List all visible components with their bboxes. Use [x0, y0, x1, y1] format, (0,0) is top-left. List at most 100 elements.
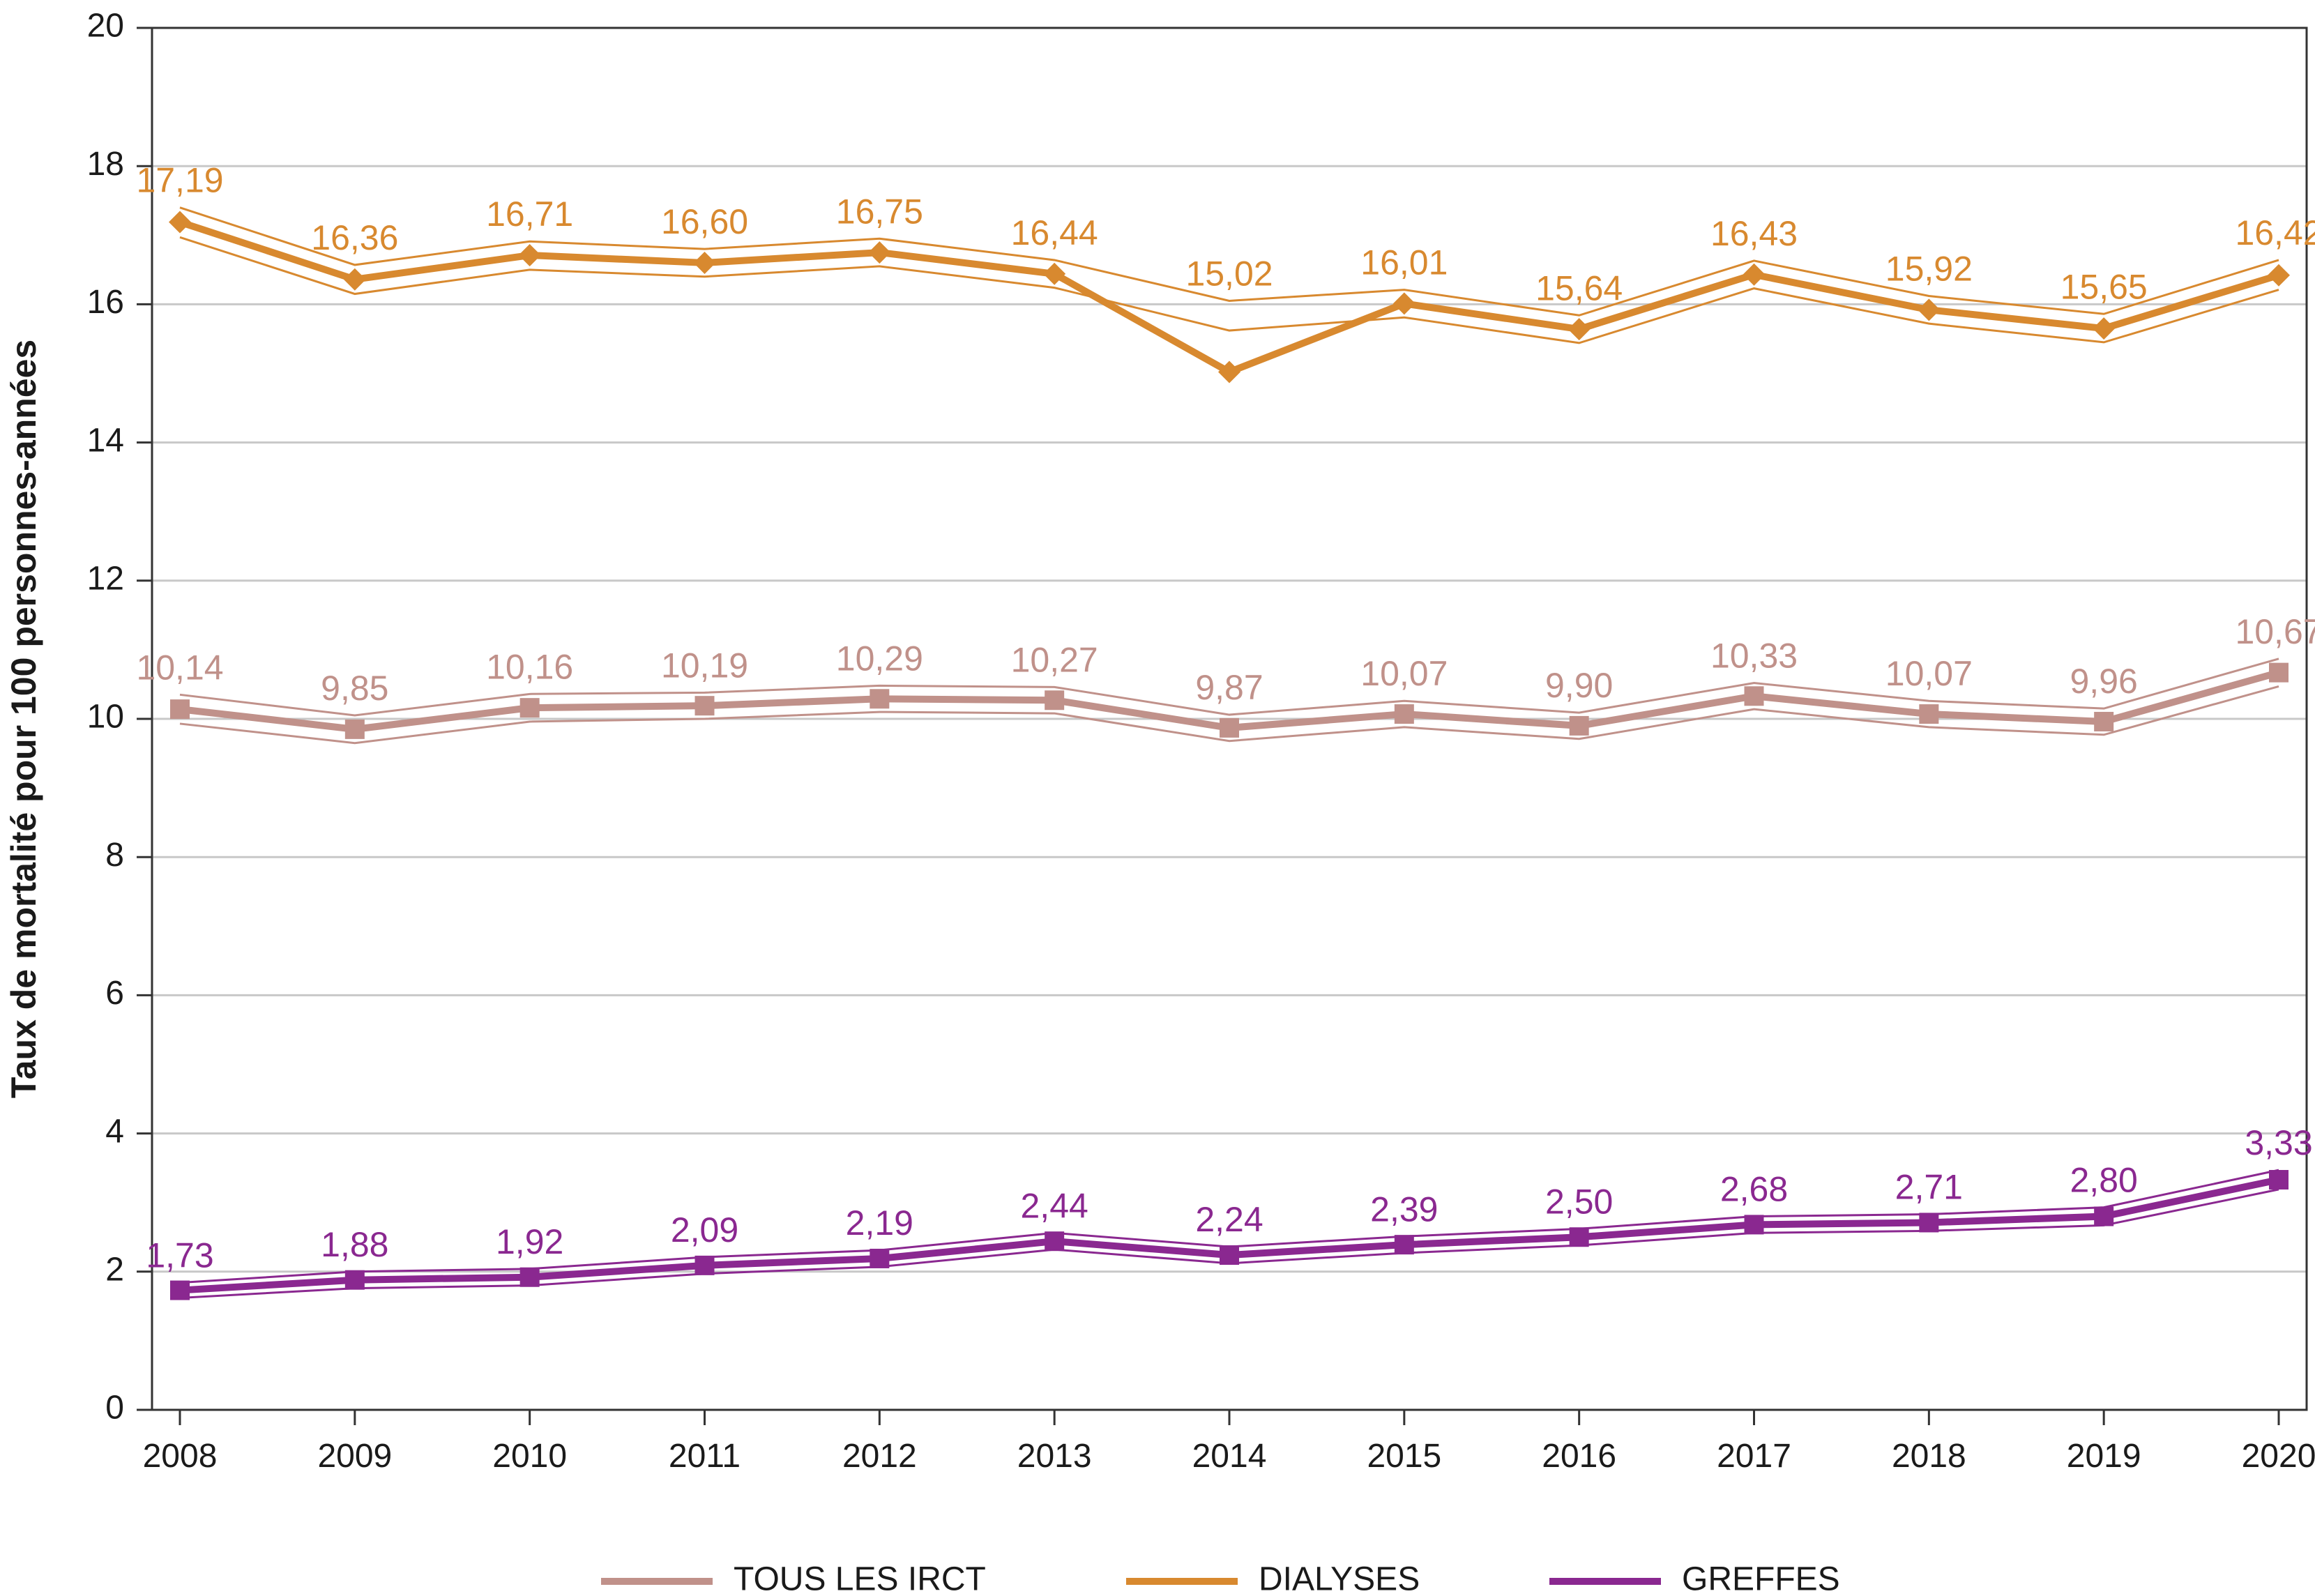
- x-tick-label: 2018: [1892, 1438, 1966, 1475]
- data-point: [693, 251, 716, 274]
- data-point: [2094, 1206, 2114, 1226]
- ci-upper-line: [179, 206, 2279, 317]
- data-label: 2,68: [1720, 1170, 1788, 1209]
- data-label: 15,65: [2060, 267, 2148, 306]
- data-point: [344, 1270, 365, 1290]
- x-tick-label: 2016: [1542, 1438, 1616, 1475]
- y-tick-label: 2: [105, 1251, 124, 1288]
- data-point: [1918, 298, 1941, 321]
- x-tick-label: 2020: [2242, 1438, 2315, 1475]
- data-label: 1,73: [146, 1236, 213, 1275]
- data-point: [1744, 1215, 1764, 1235]
- data-point: [1919, 1213, 1939, 1233]
- data-label: 17,19: [136, 161, 223, 200]
- data-label: 10,07: [1885, 654, 1973, 693]
- data-labels: 10,14 9,85 10,16 10,19 10,29 10,27 9,87 10,07 9,…: [136, 161, 2315, 1275]
- data-label: 2,50: [1545, 1182, 1613, 1221]
- data-label: 10,14: [136, 648, 223, 687]
- data-label: 10,19: [661, 646, 748, 685]
- legend-label: TOUS LES IRCT: [734, 1561, 986, 1596]
- data-point: [1392, 292, 1415, 315]
- data-point: [2093, 317, 2116, 340]
- y-tick-label: 18: [87, 146, 124, 183]
- series-tous-les-irct: [170, 658, 2289, 745]
- data-point: [694, 1255, 715, 1275]
- data-label: 16,71: [486, 195, 573, 234]
- legend: TOUS LES IRCT DIALYSES GREFFES: [601, 1561, 1840, 1596]
- x-tick-label: 2017: [1717, 1438, 1791, 1475]
- data-point: [870, 1248, 890, 1268]
- data-point: [170, 699, 190, 720]
- data-label: 10,67: [2235, 612, 2315, 651]
- data-label: 2,39: [1370, 1190, 1438, 1229]
- ci-lower-line: [179, 236, 2279, 344]
- x-tick-label: 2009: [317, 1438, 392, 1475]
- data-label: 9,85: [321, 669, 388, 708]
- data-point: [1919, 704, 1939, 724]
- x-axis-ticks: 2008 2009 2010 2011 2012 2013 2014 2015 2016 2017…: [143, 1410, 2315, 1475]
- y-tick-label: 8: [105, 837, 124, 874]
- data-point: [519, 1267, 540, 1287]
- legend-label: GREFFES: [1682, 1561, 1840, 1596]
- x-tick-label: 2013: [1017, 1438, 1092, 1475]
- legend-item: DIALYSES: [1126, 1561, 1420, 1596]
- x-tick-label: 2011: [669, 1438, 741, 1475]
- data-label: 16,01: [1360, 243, 1448, 282]
- legend-item: TOUS LES IRCT: [601, 1561, 986, 1596]
- data-label: 2,09: [671, 1210, 738, 1249]
- data-label: 1,88: [321, 1225, 388, 1264]
- data-label: 10,29: [836, 639, 923, 678]
- x-tick-label: 2015: [1367, 1438, 1441, 1475]
- x-tick-label: 2019: [2067, 1438, 2141, 1475]
- data-label: 1,92: [496, 1222, 563, 1261]
- data-point: [1045, 690, 1065, 710]
- y-tick-label: 12: [87, 560, 124, 597]
- data-label: 10,33: [1710, 636, 1798, 675]
- y-tick-label: 10: [87, 699, 124, 736]
- data-label: 16,42: [2235, 213, 2315, 252]
- data-label: 16,75: [836, 192, 923, 231]
- data-label: 9,87: [1195, 668, 1263, 707]
- data-point: [344, 719, 365, 739]
- data-label: 15,02: [1185, 254, 1273, 293]
- x-tick-label: 2012: [842, 1438, 917, 1475]
- data-point: [1568, 318, 1591, 341]
- data-label: 2,80: [2070, 1161, 2138, 1200]
- data-point: [1220, 1245, 1239, 1266]
- data-point: [870, 689, 890, 709]
- x-tick-label: 2014: [1192, 1438, 1267, 1475]
- series-dialyses: [169, 206, 2290, 383]
- data-label: 16,60: [661, 202, 748, 241]
- data-label: 2,44: [1021, 1186, 1088, 1225]
- data-label: 15,64: [1535, 268, 1623, 307]
- ci-lower-line: [179, 685, 2279, 745]
- y-axis-ticks: 0 2 4 6 8 10 12 14 16 18 20: [87, 8, 152, 1427]
- series-greffes: [170, 1169, 2289, 1300]
- legend-item: GREFFES: [1549, 1561, 1840, 1596]
- y-tick-label: 14: [87, 422, 124, 459]
- data-point: [1394, 704, 1414, 724]
- data-point: [1045, 1231, 1065, 1252]
- data-label: 15,92: [1885, 250, 1973, 289]
- x-tick-label: 2010: [492, 1438, 567, 1475]
- y-tick-label: 4: [105, 1113, 124, 1150]
- data-point: [2268, 264, 2290, 287]
- data-point: [1220, 717, 1239, 738]
- series-lines: [169, 206, 2290, 1300]
- data-label: 2,71: [1895, 1168, 1963, 1207]
- y-axis-label: Taux de mortalité pour 100 personnes-ann…: [4, 340, 43, 1098]
- data-point: [694, 696, 715, 716]
- data-point: [170, 1280, 190, 1300]
- data-label: 10,27: [1011, 640, 1098, 679]
- y-tick-label: 6: [105, 975, 124, 1012]
- y-tick-label: 0: [105, 1390, 124, 1427]
- data-label: 3,33: [2245, 1123, 2312, 1162]
- ci-upper-line: [179, 658, 2279, 717]
- series-line: [179, 218, 2280, 376]
- data-point: [343, 268, 366, 291]
- data-label: 2,24: [1195, 1200, 1263, 1239]
- data-point: [1744, 686, 1764, 706]
- data-label: 2,19: [846, 1203, 913, 1242]
- data-label: 10,16: [486, 647, 573, 686]
